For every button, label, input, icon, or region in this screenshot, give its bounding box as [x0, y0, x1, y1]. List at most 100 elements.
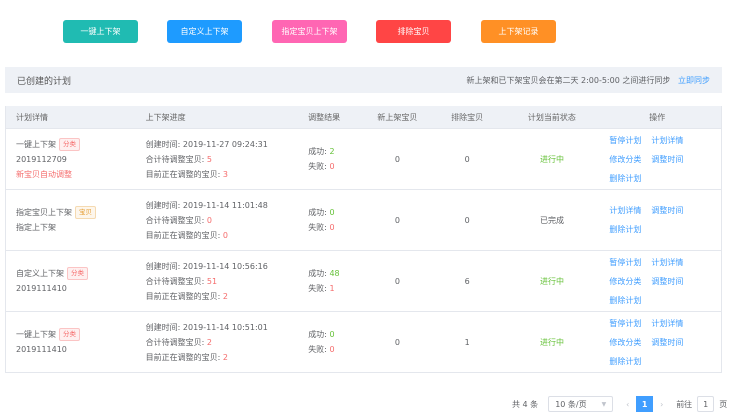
status: 进行中 — [539, 276, 564, 286]
sync-now-link[interactable]: 立即同步 — [678, 75, 710, 85]
current-count: 0 — [222, 230, 228, 240]
table-row: 指定宝贝上下架 宝贝 指定上下架 创建时间: 2019-11-14 11:01:4… — [6, 189, 721, 250]
action-link[interactable]: 删除计划 — [609, 225, 642, 234]
success-count: 0 — [329, 330, 335, 339]
new-count: 0 — [394, 215, 400, 225]
toolbar-button-4[interactable]: 上下架记录 — [481, 20, 556, 43]
chevron-down-icon: ▼ — [601, 400, 607, 408]
header-progress: 上下架进度 — [145, 112, 186, 122]
created-label: 创建时间: — [145, 322, 183, 332]
action-link[interactable]: 修改分类 — [609, 337, 642, 347]
new-count: 0 — [394, 276, 400, 286]
success-count: 48 — [329, 269, 340, 278]
fail-label: 失败: — [308, 223, 330, 232]
action-link[interactable]: 暂停计划 — [609, 257, 642, 267]
page-size-value: 10 条/页 — [555, 399, 587, 409]
excluded-count: 0 — [464, 215, 470, 225]
table-row: 自定义上下架 分类 2019111410 创建时间: 2019-11-14 10:… — [6, 250, 721, 311]
status: 进行中 — [539, 154, 564, 164]
created-label: 创建时间: — [145, 200, 183, 210]
excluded-count: 1 — [464, 337, 470, 347]
action-link[interactable]: 计划详情 — [651, 318, 684, 328]
fail-count: 0 — [329, 223, 335, 232]
action-link[interactable]: 修改分类 — [609, 154, 642, 164]
action-link[interactable]: 计划详情 — [609, 206, 642, 215]
header-status: 计划当前状态 — [527, 112, 576, 122]
plan-sub: 2019112709 — [16, 154, 67, 164]
prev-page-button[interactable]: ‹ — [626, 399, 630, 409]
header-excluded: 排除宝贝 — [451, 112, 484, 122]
action-link[interactable]: 删除计划 — [609, 173, 642, 183]
current-count: 3 — [222, 169, 228, 179]
action-link[interactable]: 暂停计划 — [609, 135, 642, 145]
header-actions: 操作 — [649, 112, 666, 122]
header-new: 新上架宝贝 — [377, 112, 418, 122]
pagination: 共 4 条 10 条/页 ▼ ‹ 1 › 前往 1 页 — [512, 396, 727, 412]
success-label: 成功: — [308, 330, 330, 339]
table-row: 一键上下架 分类 2019111410 创建时间: 2019-11-14 10:5… — [6, 311, 721, 372]
plan-sub: 2019111410 — [16, 284, 67, 293]
created-time: 2019-11-14 11:01:48 — [182, 200, 268, 210]
current-count: 2 — [222, 352, 228, 362]
success-label: 成功: — [308, 208, 330, 217]
current-label: 目前正在调整的宝贝: — [145, 230, 223, 240]
total-count: 51 — [206, 276, 218, 286]
page-size-select[interactable]: 10 条/页 ▼ — [548, 396, 614, 412]
action-link[interactable]: 修改分类 — [609, 276, 642, 286]
action-link[interactable]: 调整时间 — [651, 337, 684, 347]
page-1-button[interactable]: 1 — [636, 396, 654, 412]
toolbar-button-3[interactable]: 排除宝贝 — [376, 20, 451, 43]
fail-count: 0 — [329, 162, 335, 171]
action-link[interactable]: 调整时间 — [651, 276, 684, 286]
sync-note: 新上架和已下架宝贝会在第二天 2:00-5:00 之间进行同步 — [466, 75, 671, 85]
excluded-count: 0 — [464, 154, 470, 164]
fail-count: 0 — [329, 345, 335, 354]
fail-label: 失败: — [308, 345, 330, 354]
total-label: 合计待调整宝贝: — [145, 276, 207, 286]
fail-label: 失败: — [308, 162, 330, 171]
plan-name: 一键上下架 — [16, 139, 56, 149]
created-label: 创建时间: — [145, 139, 183, 149]
section-header: 已创建的计划 新上架和已下架宝贝会在第二天 2:00-5:00 之间进行同步 立… — [5, 67, 722, 93]
plan-sub: 2019111410 — [16, 345, 67, 354]
current-label: 目前正在调整的宝贝: — [145, 291, 223, 301]
goto-page-input[interactable]: 1 — [697, 396, 715, 412]
header-plan-detail: 计划详情 — [16, 112, 48, 122]
action-link[interactable]: 删除计划 — [609, 356, 642, 366]
next-page-button[interactable]: › — [660, 399, 664, 409]
total-label: 合计待调整宝贝: — [145, 215, 207, 225]
total-label: 合计待调整宝贝: — [145, 154, 207, 164]
action-link[interactable]: 暂停计划 — [609, 318, 642, 328]
total-count: 0 — [206, 215, 212, 225]
plan-type-tag: 分类 — [59, 328, 80, 341]
new-count: 0 — [394, 337, 400, 347]
toolbar-button-2[interactable]: 指定宝贝上下架 — [272, 20, 347, 43]
action-link[interactable]: 计划详情 — [651, 135, 684, 145]
plan-name: 自定义上下架 — [16, 269, 64, 278]
created-time: 2019-11-14 10:56:16 — [182, 261, 268, 271]
new-count: 0 — [394, 154, 400, 164]
status: 已完成 — [539, 215, 564, 225]
success-label: 成功: — [308, 269, 330, 278]
toolbar-button-0[interactable]: 一键上下架 — [63, 20, 138, 43]
section-title: 已创建的计划 — [17, 76, 72, 87]
plan-sub: 指定上下架 — [16, 223, 56, 232]
action-link[interactable]: 调整时间 — [651, 206, 684, 215]
toolbar-button-1[interactable]: 自定义上下架 — [167, 20, 242, 43]
current-label: 目前正在调整的宝贝: — [145, 352, 223, 362]
action-link[interactable]: 计划详情 — [651, 257, 684, 267]
success-count: 0 — [329, 208, 335, 217]
goto-label: 前往 — [676, 399, 693, 409]
current-label: 目前正在调整的宝贝: — [145, 169, 223, 179]
table-header: 计划详情 上下架进度 调整结果 新上架宝贝 排除宝贝 计划当前状态 操作 — [6, 106, 721, 128]
table-row: 一键上下架 分类 2019112709 新宝贝自动调整 创建时间: 2019-11… — [6, 128, 721, 189]
action-link[interactable]: 调整时间 — [651, 154, 684, 164]
success-count: 2 — [329, 147, 335, 156]
plan-type-tag: 分类 — [67, 267, 88, 280]
created-time: 2019-11-14 10:51:01 — [182, 322, 268, 332]
fail-count: 1 — [329, 284, 335, 293]
action-link[interactable]: 删除计划 — [609, 295, 642, 305]
plan-type-tag: 分类 — [59, 137, 80, 151]
total-count: 5 — [206, 154, 212, 164]
created-label: 创建时间: — [145, 261, 183, 271]
